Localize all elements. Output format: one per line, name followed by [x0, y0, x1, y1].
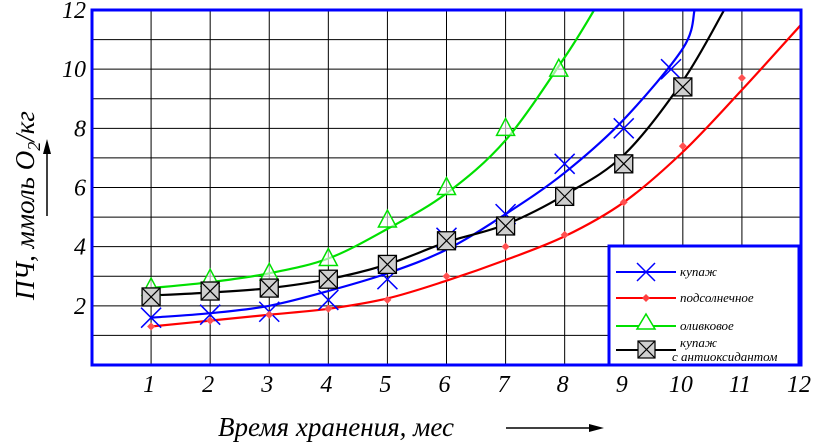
legend-label-kupazh-antioxidant-line2: с антиоксидантом — [672, 349, 777, 364]
boxed-x-marker-point — [614, 154, 634, 174]
diamond-marker-point — [619, 198, 628, 207]
legend-label-olivkovoe: оливковое — [680, 318, 734, 333]
x-tick-label: 6 — [439, 372, 451, 398]
x-tick-label: 12 — [787, 372, 811, 398]
y-tick-label: 4 — [74, 235, 86, 261]
x-tick-label: 2 — [202, 372, 214, 398]
triangle-marker-point — [495, 116, 516, 137]
boxed-x-marker-point — [318, 269, 338, 289]
diamond-marker-point — [265, 310, 274, 319]
diamond-marker-point — [206, 316, 215, 325]
triangle-marker-point — [318, 246, 339, 267]
y-axis-arrow — [43, 139, 51, 216]
y-axis-label-main: ПЧ, ммоль O — [10, 151, 40, 301]
diamond-marker-point — [324, 304, 333, 313]
legend-item-kupazh: купаж — [616, 262, 717, 282]
x-tick-label: 10 — [669, 372, 693, 398]
boxed-x-marker-point — [200, 281, 220, 301]
diamond-marker-point — [560, 230, 569, 239]
triangle-marker-point — [377, 208, 398, 228]
series-markers — [140, 57, 746, 331]
x-tick-label: 4 — [320, 372, 332, 398]
y-tick-labels: 2 4 6 8 10 12 — [62, 0, 86, 320]
legend-item-olivkovoe: оливковое — [616, 312, 734, 333]
diamond-marker-point — [383, 295, 392, 304]
x-marker-point — [613, 117, 635, 139]
x-tick-label: 9 — [616, 372, 628, 398]
x-tick-label: 1 — [143, 372, 155, 398]
diamond-marker-point — [501, 242, 510, 251]
y-tick-label: 8 — [74, 116, 86, 142]
boxed-x-marker-point — [495, 216, 516, 236]
y-tick-label: 10 — [62, 57, 86, 83]
boxed-x-marker-point — [377, 254, 398, 275]
x-tick-label: 5 — [379, 372, 391, 398]
x-marker-point — [554, 153, 576, 175]
series-line-0 — [151, 10, 696, 319]
x-axis-label: Время хранения, мес — [218, 412, 454, 442]
y-tick-label: 2 — [74, 294, 86, 320]
y-tick-label: 12 — [62, 0, 86, 24]
legend-item-kupazh-antioxidant: купаж с антиоксидантом — [616, 335, 777, 364]
legend-triangle-icon — [635, 312, 657, 330]
y-axis-label-subscript: 2 — [24, 142, 44, 151]
plot-frame — [90, 8, 803, 367]
x-tick-label: 8 — [557, 372, 569, 398]
diamond-marker-point — [147, 322, 156, 331]
boxed-x-marker-point — [141, 287, 161, 307]
x-tick-label: 11 — [729, 372, 751, 398]
legend-x-icon — [636, 262, 656, 282]
y-tick-label: 6 — [74, 176, 86, 202]
x-marker-point — [317, 289, 339, 311]
triangle-marker-point — [548, 57, 570, 77]
legend-label-podsolnechnoe: подсолнечное — [680, 290, 754, 305]
x-tick-labels: 1 2 3 4 5 6 7 8 9 10 11 12 — [143, 372, 811, 398]
legend-diamond-icon — [642, 294, 650, 302]
triangle-marker-point — [436, 175, 457, 196]
boxed-x-marker-point — [555, 186, 575, 207]
boxed-x-marker-point — [436, 231, 457, 251]
boxed-x-marker-point — [259, 278, 279, 298]
diamond-marker-point — [442, 272, 451, 281]
x-marker-point — [140, 307, 162, 329]
legend-label-kupazh: купаж — [680, 264, 717, 279]
legend-item-podsolnechnoe: подсолнечное — [616, 290, 754, 305]
x-marker-point — [199, 304, 221, 326]
x-tick-label: 7 — [498, 372, 511, 398]
y-axis-label-rest: /кг — [10, 111, 40, 144]
diamond-marker-point — [737, 74, 746, 83]
series-line-3 — [151, 10, 726, 297]
diamond-marker-point — [678, 142, 687, 151]
boxed-x-marker-point — [673, 77, 693, 97]
legend: купаж подсолнечное оливковое купаж с ант… — [607, 244, 801, 367]
x-axis-arrow — [506, 424, 604, 432]
x-tick-label: 3 — [260, 372, 273, 398]
legend-boxed-x-icon — [637, 340, 656, 359]
legend-label-kupazh-antioxidant-line1: купаж — [680, 335, 717, 350]
y-axis-label: ПЧ, ммоль O2/кг — [10, 111, 44, 301]
x-marker-point — [660, 58, 682, 80]
